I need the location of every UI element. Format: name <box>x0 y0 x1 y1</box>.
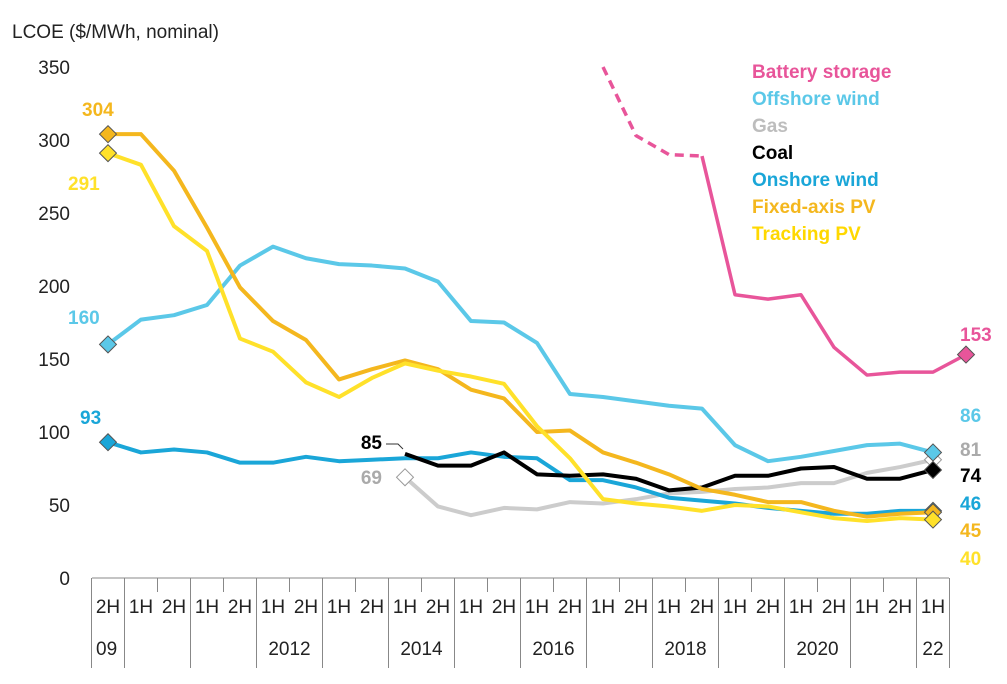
offshore-wind-end-marker <box>923 443 943 462</box>
end-label: 40 <box>960 549 981 570</box>
x-tick-label: 2H <box>756 597 780 618</box>
series-layer <box>98 66 976 529</box>
end-label: 153 <box>960 325 992 346</box>
start-label: 291 <box>68 174 100 195</box>
start-label: 93 <box>80 408 101 429</box>
x-tick-label: 2H <box>426 597 450 618</box>
x-tick-label: 1H <box>921 597 945 618</box>
x-tick-label: 1H <box>855 597 879 618</box>
tracking-pv-line <box>107 151 934 524</box>
legend-entry-onshore-wind: Onshore wind <box>752 170 879 191</box>
start-label: 160 <box>68 308 100 329</box>
x-tick-label: 1H <box>525 597 549 618</box>
offshore-wind-start-marker <box>98 335 118 354</box>
end-label: 46 <box>960 494 981 515</box>
y-tick-label: 200 <box>38 277 70 298</box>
onshore-wind-start-marker <box>98 433 118 452</box>
end-label: 45 <box>960 521 982 542</box>
y-tick-label: 250 <box>38 204 70 225</box>
y-tick-label: 0 <box>59 569 70 590</box>
x-tick-label: 1H <box>129 597 153 618</box>
coal-end-marker <box>923 460 943 480</box>
legend-entry-tracking-pv: Tracking PV <box>752 224 861 245</box>
legend: Battery storage Offshore wind Gas Coal Onsho… <box>752 62 891 245</box>
x-tick-label: 2H <box>492 597 516 618</box>
y-tick-label: 50 <box>49 496 70 517</box>
fixed-axis-pv-start-marker <box>98 124 118 144</box>
legend-entry-fixed-axis-pv: Fixed-axis PV <box>752 197 876 218</box>
end-label: 74 <box>960 466 982 487</box>
x-tick-label: 1H <box>261 597 285 618</box>
x-tick-label: 2H <box>822 597 846 618</box>
y-tick-label: 150 <box>38 350 70 371</box>
coal-leader-line <box>386 443 404 450</box>
legend-entry-gas: Gas <box>752 116 788 137</box>
legend-entry-coal: Coal <box>752 143 793 164</box>
x-year-label: 09 <box>96 639 117 660</box>
end-label: 86 <box>960 406 981 427</box>
tracking-pv-end-marker <box>923 510 943 529</box>
start-label: 85 <box>361 433 383 454</box>
gas-start-marker <box>395 468 415 487</box>
end-label: 81 <box>960 440 982 461</box>
legend-entry-offshore-wind: Offshore wind <box>752 89 880 110</box>
x-tick-label: 1H <box>459 597 483 618</box>
x-year-label: 2018 <box>664 639 706 660</box>
axes: 0 50 100 150 200 250 300 350 2H 1H 2H 1H 2H 1H 2H 1H 2H 1… <box>38 58 950 668</box>
x-tick-label: 2H <box>228 597 252 618</box>
end-labels: 304 291 160 93 85 69 153 86 81 74 46 45 40 <box>68 100 992 570</box>
x-tick-label: 2H <box>558 597 582 618</box>
x-tick-label: 1H <box>327 597 351 618</box>
x-tick-label: 1H <box>723 597 747 618</box>
offshore-wind-line <box>106 244 934 464</box>
x-tick-label: 1H <box>393 597 417 618</box>
x-year-label: 2020 <box>796 639 838 660</box>
y-axis-label: LCOE ($/MWh, nominal) <box>12 22 219 43</box>
battery-storage-line <box>700 155 967 377</box>
y-tick-label: 350 <box>38 58 70 79</box>
start-label: 304 <box>82 100 114 121</box>
x-tick-label: 1H <box>657 597 681 618</box>
tracking-pv-start-marker <box>98 143 118 163</box>
x-year-label: 22 <box>922 639 943 660</box>
battery-storage-end-marker <box>956 345 976 364</box>
gas-line <box>403 457 934 518</box>
y-tick-label: 300 <box>38 131 70 152</box>
x-year-label: 2012 <box>268 639 310 660</box>
x-tick-label: 1H <box>591 597 615 618</box>
x-tick-label: 1H <box>789 597 813 618</box>
coal-line <box>404 450 934 493</box>
x-tick-label: 1H <box>195 597 219 618</box>
y-tick-label: 100 <box>38 423 70 444</box>
x-tick-label: 2H <box>624 597 648 618</box>
fixed-axis-pv-line <box>108 132 934 519</box>
x-tick-label: 2H <box>690 597 714 618</box>
x-tick-label: 2H <box>162 597 186 618</box>
x-year-label: 2014 <box>400 639 443 660</box>
x-tick-label: 2H <box>96 597 120 618</box>
battery-storage-dashed-line <box>601 66 703 158</box>
x-tick-label: 2H <box>294 597 318 618</box>
start-label: 69 <box>361 468 382 489</box>
legend-entry-battery-storage: Battery storage <box>752 62 891 83</box>
x-year-label: 2016 <box>532 639 574 660</box>
x-tick-label: 2H <box>888 597 912 618</box>
x-tick-label: 2H <box>360 597 384 618</box>
